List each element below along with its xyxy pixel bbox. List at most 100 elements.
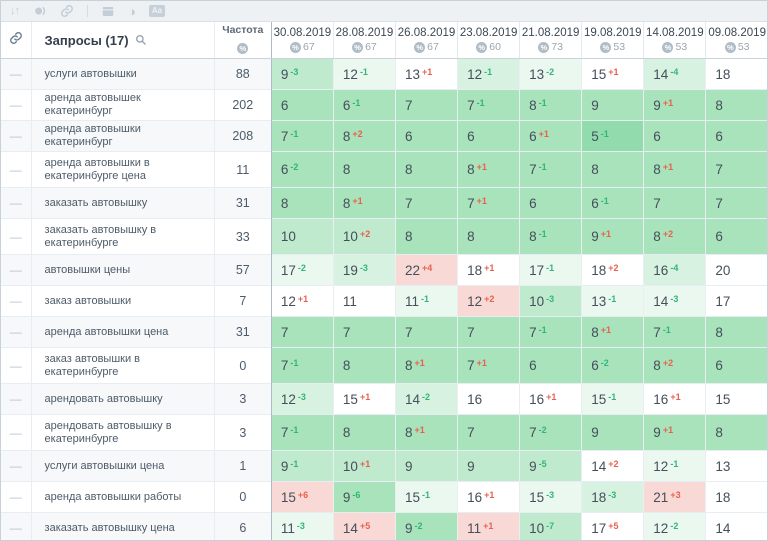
position-cell[interactable]: 9 -3 (270, 58, 334, 90)
sort-icon[interactable]: ↓↑ (10, 4, 20, 17)
position-cell[interactable]: 12 +1 (270, 285, 334, 317)
position-cell[interactable]: 16 -4 (643, 254, 706, 286)
position-cell[interactable]: 6 (519, 187, 582, 219)
row-drag-handle[interactable]: — (1, 187, 32, 219)
position-cell[interactable]: 9 +1 (643, 89, 706, 121)
position-cell[interactable]: 17 +5 (581, 512, 644, 540)
position-cell[interactable]: 17 -1 (519, 254, 582, 286)
position-cell[interactable]: 8 +1 (643, 151, 706, 188)
position-cell[interactable]: 9 -5 (519, 450, 582, 482)
query-cell[interactable]: аренда автовышки работы (30, 481, 215, 513)
position-cell[interactable]: 6 (394, 120, 458, 152)
date-column-header[interactable]: 19.08.2019% 53 (581, 22, 644, 59)
query-cell[interactable]: услуги автовышки цена (30, 450, 215, 482)
date-column-header[interactable]: 14.08.2019% 53 (643, 22, 706, 59)
position-cell[interactable]: 7 -1 (643, 316, 706, 348)
position-cell[interactable]: 14 -3 (643, 285, 706, 317)
row-drag-handle[interactable]: — (1, 218, 32, 255)
query-cell[interactable]: заказать автовышку (30, 187, 215, 219)
position-cell[interactable]: 7 (394, 316, 458, 348)
position-cell[interactable]: 6 (705, 120, 767, 152)
position-cell[interactable]: 7 -2 (519, 414, 582, 451)
position-cell[interactable]: 11 -3 (270, 512, 334, 540)
date-column-header[interactable]: 30.08.2019% 67 (270, 22, 334, 59)
row-drag-handle[interactable]: — (1, 151, 32, 188)
position-cell[interactable]: 8 +2 (643, 218, 706, 255)
position-cell[interactable]: 7 -1 (519, 316, 582, 348)
query-cell[interactable]: автовышки цены (30, 254, 215, 286)
row-drag-handle[interactable]: — (1, 316, 32, 348)
position-cell[interactable]: 8 (705, 316, 767, 348)
position-cell[interactable]: 6 (643, 120, 706, 152)
position-cell[interactable]: 16 +1 (457, 481, 520, 513)
position-cell[interactable]: 13 (705, 450, 767, 482)
position-cell[interactable]: 8 (332, 414, 396, 451)
row-drag-handle[interactable]: — (1, 414, 32, 451)
position-cell[interactable]: 18 (705, 481, 767, 513)
position-cell[interactable]: 11 (332, 285, 396, 317)
row-drag-handle[interactable]: — (1, 347, 32, 384)
position-cell[interactable]: 8 (332, 151, 396, 188)
query-cell[interactable]: услуги автовышки (30, 58, 215, 90)
position-cell[interactable]: 13 +1 (394, 58, 458, 90)
row-drag-handle[interactable]: — (1, 254, 32, 286)
position-cell[interactable]: 9 -2 (394, 512, 458, 540)
position-cell[interactable]: 7 -1 (457, 89, 520, 121)
query-cell[interactable]: заказать автовышку в екатеринбурге (30, 218, 215, 255)
position-cell[interactable]: 8 +1 (394, 414, 458, 451)
query-cell[interactable]: аренда автовышки екатеринбург (30, 120, 215, 152)
position-cell[interactable]: 8 (394, 151, 458, 188)
position-cell[interactable]: 15 +1 (332, 383, 396, 415)
query-cell[interactable]: заказать автовышку цена (30, 512, 215, 540)
query-cell[interactable]: заказ автовышки (30, 285, 215, 317)
position-cell[interactable]: 6 -1 (581, 187, 644, 219)
position-cell[interactable]: 16 (457, 383, 520, 415)
position-cell[interactable]: 21 +3 (643, 481, 706, 513)
position-cell[interactable]: 8 (270, 187, 334, 219)
position-cell[interactable]: 7 -1 (270, 347, 334, 384)
query-cell[interactable]: арендовать автовышку в екатеринбурге (30, 414, 215, 451)
row-drag-handle[interactable]: — (1, 89, 32, 121)
position-cell[interactable]: 8 -1 (519, 89, 582, 121)
position-cell[interactable]: 8 (581, 151, 644, 188)
position-cell[interactable]: 11 -1 (394, 285, 458, 317)
position-cell[interactable]: 18 (705, 58, 767, 90)
position-cell[interactable]: 6 -2 (270, 151, 334, 188)
position-cell[interactable]: 8 +2 (643, 347, 706, 384)
position-cell[interactable]: 9 (457, 450, 520, 482)
position-cell[interactable]: 7 (332, 316, 396, 348)
position-cell[interactable]: 12 -1 (332, 58, 396, 90)
position-cell[interactable]: 7 +1 (457, 347, 520, 384)
position-cell[interactable]: 6 -1 (332, 89, 396, 121)
position-cell[interactable]: 8 (705, 414, 767, 451)
position-cell[interactable]: 15 +6 (270, 481, 334, 513)
position-cell[interactable]: 7 -1 (270, 414, 334, 451)
query-cell[interactable]: аренда автовышки в екатеринбурге цена (30, 151, 215, 188)
position-cell[interactable]: 6 (519, 347, 582, 384)
position-cell[interactable]: 9 +1 (643, 414, 706, 451)
position-cell[interactable]: 18 +2 (581, 254, 644, 286)
position-cell[interactable]: 9 -1 (270, 450, 334, 482)
position-cell[interactable]: 9 +1 (581, 218, 644, 255)
position-cell[interactable]: 12 -2 (643, 512, 706, 540)
position-cell[interactable]: 7 (394, 187, 458, 219)
position-cell[interactable]: 17 (705, 285, 767, 317)
query-cell[interactable]: аренда автовышек екатеринбург (30, 89, 215, 121)
position-cell[interactable]: 8 +1 (394, 347, 458, 384)
position-cell[interactable]: 19 -3 (332, 254, 396, 286)
position-cell[interactable]: 6 (270, 89, 334, 121)
position-cell[interactable]: 10 +2 (332, 218, 396, 255)
position-cell[interactable]: 15 +1 (581, 58, 644, 90)
position-cell[interactable]: 12 -1 (457, 58, 520, 90)
position-cell[interactable]: 22 +4 (394, 254, 458, 286)
position-cell[interactable]: 9 -6 (332, 481, 396, 513)
position-cell[interactable]: 14 +2 (581, 450, 644, 482)
position-cell[interactable]: 7 (643, 187, 706, 219)
position-cell[interactable]: 6 -2 (581, 347, 644, 384)
query-cell[interactable]: аренда автовышки цена (30, 316, 215, 348)
position-cell[interactable]: 6 (705, 347, 767, 384)
position-cell[interactable]: 7 (270, 316, 334, 348)
query-cell[interactable]: арендовать автовышку (30, 383, 215, 415)
position-cell[interactable]: 20 (705, 254, 767, 286)
date-column-header[interactable]: 09.08.2019% 53 (705, 22, 767, 59)
